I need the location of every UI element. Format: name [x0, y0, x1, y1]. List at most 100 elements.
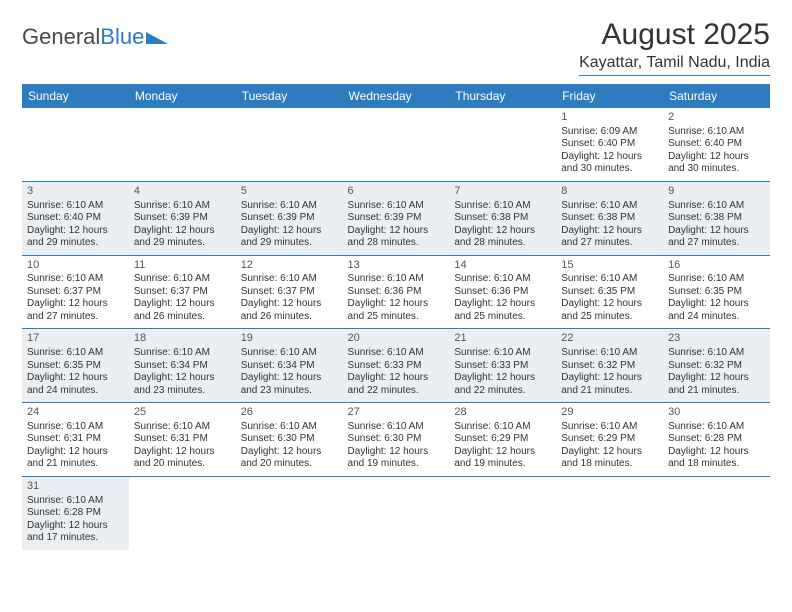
day-number: 28 [454, 406, 551, 420]
day-info-line: Daylight: 12 hours [241, 225, 338, 238]
calendar-day-cell: 21Sunrise: 6:10 AMSunset: 6:33 PMDayligh… [449, 329, 556, 403]
calendar-day-cell: 28Sunrise: 6:10 AMSunset: 6:29 PMDayligh… [449, 403, 556, 477]
day-info-line: Sunrise: 6:10 AM [561, 347, 658, 360]
day-info-line: Sunrise: 6:09 AM [561, 126, 658, 139]
day-info-line: Daylight: 12 hours [668, 372, 765, 385]
day-info-line: Sunrise: 6:10 AM [134, 421, 231, 434]
day-info-line: Sunset: 6:31 PM [134, 433, 231, 446]
day-info-line: and 28 minutes. [348, 237, 445, 250]
calendar-day-cell: 3Sunrise: 6:10 AMSunset: 6:40 PMDaylight… [22, 181, 129, 255]
day-info-line: Sunset: 6:35 PM [668, 286, 765, 299]
day-info-line: Daylight: 12 hours [668, 225, 765, 238]
day-info-line: Daylight: 12 hours [561, 225, 658, 238]
day-info-line: Sunrise: 6:10 AM [668, 200, 765, 213]
day-info-line: Daylight: 12 hours [27, 372, 124, 385]
day-info-line: and 27 minutes. [668, 237, 765, 250]
weekday-header: Tuesday [236, 84, 343, 108]
day-info-line: Sunrise: 6:10 AM [348, 347, 445, 360]
day-info-line: Sunrise: 6:10 AM [27, 273, 124, 286]
day-info-line: Sunrise: 6:10 AM [348, 273, 445, 286]
day-info-line: and 24 minutes. [27, 385, 124, 398]
calendar-week-row: 3Sunrise: 6:10 AMSunset: 6:40 PMDaylight… [22, 181, 770, 255]
day-info-line: Sunrise: 6:10 AM [454, 200, 551, 213]
day-info-line: Sunrise: 6:10 AM [134, 200, 231, 213]
day-number: 4 [134, 185, 231, 199]
day-info-line: and 22 minutes. [454, 385, 551, 398]
day-info-line: Daylight: 12 hours [348, 298, 445, 311]
day-info-line: Daylight: 12 hours [27, 298, 124, 311]
day-info-line: and 26 minutes. [134, 311, 231, 324]
calendar-day-cell [236, 108, 343, 181]
day-number: 10 [27, 259, 124, 273]
calendar-day-cell: 7Sunrise: 6:10 AMSunset: 6:38 PMDaylight… [449, 181, 556, 255]
day-number: 23 [668, 332, 765, 346]
day-info-line: Sunrise: 6:10 AM [241, 347, 338, 360]
day-info-line: Sunset: 6:37 PM [134, 286, 231, 299]
day-number: 29 [561, 406, 658, 420]
calendar-day-cell: 31Sunrise: 6:10 AMSunset: 6:28 PMDayligh… [22, 476, 129, 549]
day-number: 2 [668, 111, 765, 125]
calendar-day-cell: 26Sunrise: 6:10 AMSunset: 6:30 PMDayligh… [236, 403, 343, 477]
calendar-day-cell [22, 108, 129, 181]
day-info-line: Daylight: 12 hours [561, 446, 658, 459]
day-number: 15 [561, 259, 658, 273]
day-info-line: Daylight: 12 hours [668, 446, 765, 459]
day-info-line: and 22 minutes. [348, 385, 445, 398]
day-info-line: Sunset: 6:38 PM [454, 212, 551, 225]
day-info-line: Sunset: 6:36 PM [454, 286, 551, 299]
day-info-line: Sunset: 6:33 PM [348, 360, 445, 373]
calendar-day-cell: 27Sunrise: 6:10 AMSunset: 6:30 PMDayligh… [343, 403, 450, 477]
calendar-table: Sunday Monday Tuesday Wednesday Thursday… [22, 84, 770, 550]
day-info-line: Daylight: 12 hours [454, 372, 551, 385]
day-info-line: and 20 minutes. [134, 458, 231, 471]
day-info-line: Sunrise: 6:10 AM [668, 347, 765, 360]
calendar-day-cell: 25Sunrise: 6:10 AMSunset: 6:31 PMDayligh… [129, 403, 236, 477]
day-info-line: Sunset: 6:35 PM [27, 360, 124, 373]
day-info-line: Sunset: 6:28 PM [27, 507, 124, 520]
day-number: 7 [454, 185, 551, 199]
logo: GeneralBlue [22, 18, 168, 50]
calendar-day-cell: 5Sunrise: 6:10 AMSunset: 6:39 PMDaylight… [236, 181, 343, 255]
day-number: 17 [27, 332, 124, 346]
day-info-line: Sunset: 6:29 PM [561, 433, 658, 446]
day-number: 25 [134, 406, 231, 420]
day-number: 18 [134, 332, 231, 346]
day-info-line: and 24 minutes. [668, 311, 765, 324]
day-info-line: Sunset: 6:39 PM [134, 212, 231, 225]
day-number: 8 [561, 185, 658, 199]
day-info-line: Sunrise: 6:10 AM [348, 421, 445, 434]
day-info-line: Daylight: 12 hours [454, 225, 551, 238]
calendar-day-cell: 2Sunrise: 6:10 AMSunset: 6:40 PMDaylight… [663, 108, 770, 181]
day-number: 14 [454, 259, 551, 273]
calendar-day-cell [129, 108, 236, 181]
logo-text-2: Blue [100, 24, 144, 50]
day-number: 13 [348, 259, 445, 273]
day-info-line: and 19 minutes. [348, 458, 445, 471]
day-info-line: Sunrise: 6:10 AM [668, 126, 765, 139]
day-info-line: Sunrise: 6:10 AM [134, 347, 231, 360]
day-info-line: Sunrise: 6:10 AM [27, 421, 124, 434]
day-info-line: and 27 minutes. [27, 311, 124, 324]
day-info-line: Daylight: 12 hours [27, 225, 124, 238]
day-number: 30 [668, 406, 765, 420]
day-info-line: and 30 minutes. [668, 163, 765, 176]
day-info-line: Daylight: 12 hours [27, 446, 124, 459]
day-info-line: Sunrise: 6:10 AM [454, 347, 551, 360]
weekday-header: Monday [129, 84, 236, 108]
calendar-day-cell: 16Sunrise: 6:10 AMSunset: 6:35 PMDayligh… [663, 255, 770, 329]
calendar-day-cell: 9Sunrise: 6:10 AMSunset: 6:38 PMDaylight… [663, 181, 770, 255]
day-number: 9 [668, 185, 765, 199]
day-info-line: Sunset: 6:30 PM [241, 433, 338, 446]
day-info-line: Sunrise: 6:10 AM [454, 273, 551, 286]
calendar-day-cell [236, 476, 343, 549]
day-number: 1 [561, 111, 658, 125]
calendar-week-row: 17Sunrise: 6:10 AMSunset: 6:35 PMDayligh… [22, 329, 770, 403]
logo-flag-icon [146, 28, 168, 46]
day-info-line: and 19 minutes. [454, 458, 551, 471]
day-number: 21 [454, 332, 551, 346]
calendar-week-row: 31Sunrise: 6:10 AMSunset: 6:28 PMDayligh… [22, 476, 770, 549]
weekday-header-row: Sunday Monday Tuesday Wednesday Thursday… [22, 84, 770, 108]
day-info-line: Daylight: 12 hours [348, 446, 445, 459]
day-info-line: Sunset: 6:33 PM [454, 360, 551, 373]
calendar-day-cell: 19Sunrise: 6:10 AMSunset: 6:34 PMDayligh… [236, 329, 343, 403]
